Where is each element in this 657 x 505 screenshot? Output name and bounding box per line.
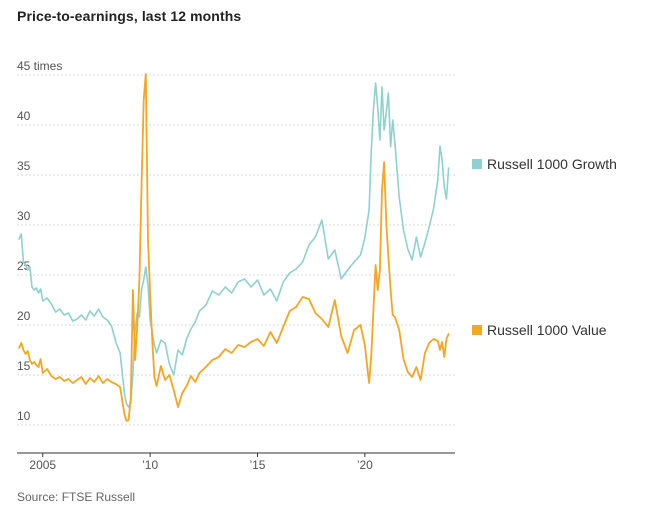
x-tick-label: 2005 bbox=[29, 458, 56, 472]
legend-swatch bbox=[472, 325, 482, 335]
source-note: Source: FTSE Russell bbox=[17, 490, 136, 504]
y-tick-label: 35 bbox=[17, 159, 31, 173]
y-tick-label: 15 bbox=[17, 359, 31, 373]
y-tick-label: 40 bbox=[17, 109, 31, 123]
chart-title: Price-to-earnings, last 12 months bbox=[17, 8, 242, 24]
y-tick-label: 20 bbox=[17, 309, 31, 323]
series-line-value bbox=[18, 73, 450, 422]
x-tick-label: ’20 bbox=[357, 458, 373, 472]
legend-swatch bbox=[472, 159, 482, 169]
x-tick-label: ’15 bbox=[249, 458, 265, 472]
legend-label: Russell 1000 Growth bbox=[487, 156, 617, 172]
series-line-growth bbox=[18, 82, 450, 408]
x-tick-label: ’10 bbox=[142, 458, 158, 472]
legend-label: Russell 1000 Value bbox=[487, 322, 607, 338]
y-tick-label: 10 bbox=[17, 409, 31, 423]
y-tick-label: 30 bbox=[17, 209, 31, 223]
y-tick-label: 45 times bbox=[17, 59, 62, 73]
